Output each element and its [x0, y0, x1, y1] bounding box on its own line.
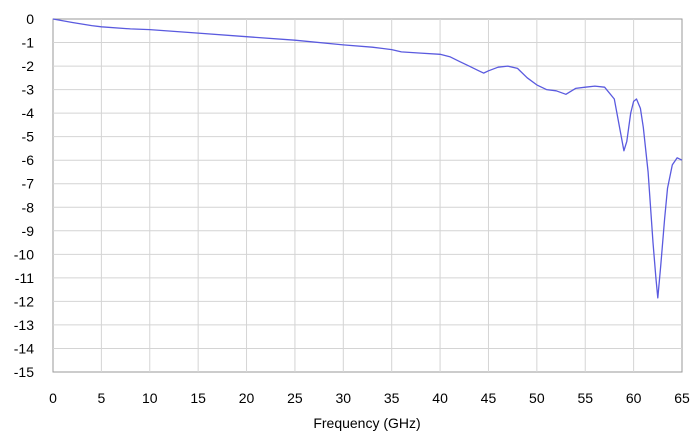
- x-tick-label: 25: [287, 390, 303, 406]
- y-tick-label: -5: [22, 129, 35, 145]
- grid-lines: [53, 19, 682, 372]
- x-tick-label: 0: [49, 390, 57, 406]
- y-tick-label: -9: [22, 223, 35, 239]
- x-tick-label: 50: [529, 390, 545, 406]
- x-tick-label: 45: [481, 390, 497, 406]
- x-tick-label: 5: [97, 390, 105, 406]
- x-tick-label: 55: [577, 390, 593, 406]
- x-tick-labels: 0 5 10 15 20 25 30 35 40 45 50 55 60 65: [49, 390, 690, 406]
- y-tick-label: -3: [22, 82, 35, 98]
- y-tick-label: -14: [14, 340, 34, 356]
- y-tick-label: -15: [14, 364, 34, 380]
- y-tick-labels: 0 -1 -2 -3 -4 -5 -6 -7 -8 -9 -10 -11 -12 -13 -14 -15: [14, 11, 34, 380]
- x-tick-label: 65: [674, 390, 690, 406]
- y-tick-label: -10: [14, 246, 34, 262]
- plot-area: [52, 18, 683, 373]
- y-tick-label: -13: [14, 317, 34, 333]
- x-tick-label: 20: [239, 390, 255, 406]
- y-tick-label: -2: [22, 58, 35, 74]
- x-axis-label: Frequency (GHz): [313, 415, 420, 431]
- y-tick-label: -11: [15, 270, 34, 286]
- x-tick-label: 10: [142, 390, 158, 406]
- series-group: [52, 18, 683, 299]
- y-tick-label: -8: [22, 199, 35, 215]
- x-tick-label: 40: [432, 390, 448, 406]
- y-tick-label: -6: [22, 152, 35, 168]
- series-line: [52, 18, 683, 299]
- x-tick-label: 35: [384, 390, 400, 406]
- y-tick-label: -1: [22, 35, 35, 51]
- y-tick-label: -12: [14, 293, 34, 309]
- x-tick-label: 30: [336, 390, 352, 406]
- y-tick-label: -7: [22, 176, 35, 192]
- y-tick-label: -4: [22, 105, 35, 121]
- x-tick-label: 15: [190, 390, 206, 406]
- y-tick-label: 0: [26, 11, 34, 27]
- x-tick-label: 60: [626, 390, 642, 406]
